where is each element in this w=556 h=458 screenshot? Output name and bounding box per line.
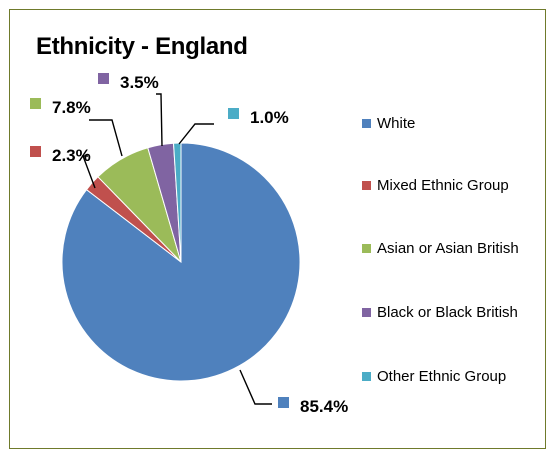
legend-label-other: Other Ethnic Group [377,368,507,385]
legend-swatch-mixed [362,181,371,190]
legend-swatch-other [362,372,371,381]
pie-slice-other [172,142,182,263]
data-label-key-other [228,108,239,119]
leader-line-asian [89,119,123,157]
legend-item-other: Other Ethnic Group [362,367,527,387]
legend-label-mixed: Mixed Ethnic Group [377,177,509,194]
data-label-key-asian [30,98,41,109]
data-labels: 85.4% 2.3% 7.8% 3.5% 1.0% [30,73,348,416]
chart-title: Ethnicity - England [36,33,248,60]
data-label-key-white [278,397,289,408]
leader-lines [81,93,272,405]
data-label-asian: 7.8% [52,98,91,117]
legend-label-asian: Asian or Asian British [377,240,519,257]
legend-item-white: White [362,114,527,134]
legend-swatch-black [362,308,371,317]
legend-item-mixed: Mixed Ethnic Group [362,176,527,196]
legend-swatch-white [362,119,371,128]
leader-line-black [156,93,163,147]
data-label-white: 85.4% [300,397,348,416]
data-label-mixed: 2.3% [52,146,91,165]
pie-slices [61,142,301,382]
legend-label-black: Black or Black British [377,304,518,321]
data-label-other: 1.0% [250,108,289,127]
legend-swatch-asian [362,244,371,253]
data-label-key-black [98,73,109,84]
data-label-black: 3.5% [120,73,159,92]
leader-line-white [239,369,272,405]
legend-item-asian: Asian or Asian British [362,239,527,259]
leader-line-other [178,123,214,145]
legend-label-white: White [377,115,416,132]
legend-item-black: Black or Black British [362,303,527,323]
data-label-key-mixed [30,146,41,157]
leader-line-mixed [81,155,96,189]
